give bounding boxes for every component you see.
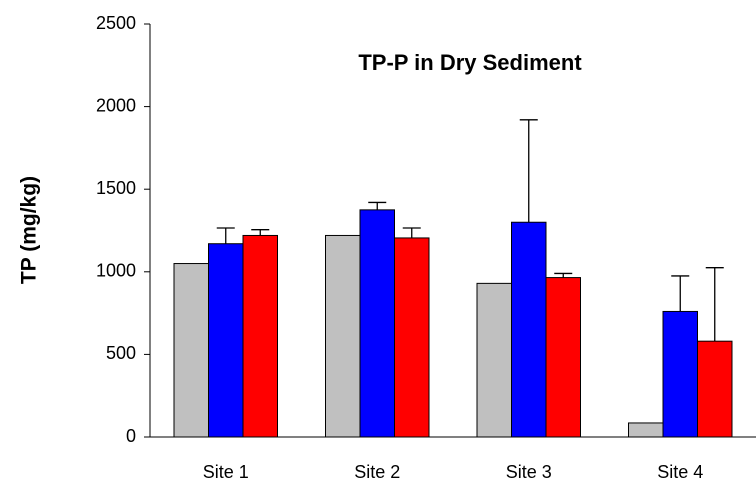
error-bar — [519, 119, 538, 223]
y-tick-label: 500 — [106, 343, 136, 363]
bar — [173, 263, 209, 438]
error-bar — [705, 267, 724, 342]
error-bar — [554, 272, 573, 278]
bar — [325, 234, 361, 438]
error-bar — [216, 227, 235, 244]
bar — [697, 340, 733, 438]
bar — [394, 237, 430, 438]
x-tick-label: Site 3 — [506, 462, 552, 482]
error-bar — [251, 229, 270, 236]
bar — [628, 422, 664, 438]
bar — [476, 282, 512, 438]
error-bar — [402, 227, 421, 238]
y-tick-label: 1500 — [96, 178, 136, 198]
y-tick-label: 1000 — [96, 261, 136, 281]
bar — [359, 209, 395, 438]
x-tick-label: Site 2 — [354, 462, 400, 482]
bar — [242, 234, 278, 438]
chart-title: TP-P in Dry Sediment — [358, 50, 582, 75]
error-bar — [368, 201, 387, 210]
bar — [662, 310, 698, 438]
error-bar — [671, 275, 690, 312]
x-tick-label: Site 4 — [657, 462, 703, 482]
y-tick-label: 2000 — [96, 95, 136, 115]
y-axis-label: TP (mg/kg) — [18, 176, 41, 284]
y-tick-label: 0 — [126, 426, 136, 446]
x-tick-label: Site 1 — [203, 462, 249, 482]
bar — [511, 221, 547, 438]
y-tick-label: 2500 — [96, 13, 136, 33]
bar — [208, 243, 244, 438]
bar — [545, 277, 581, 438]
